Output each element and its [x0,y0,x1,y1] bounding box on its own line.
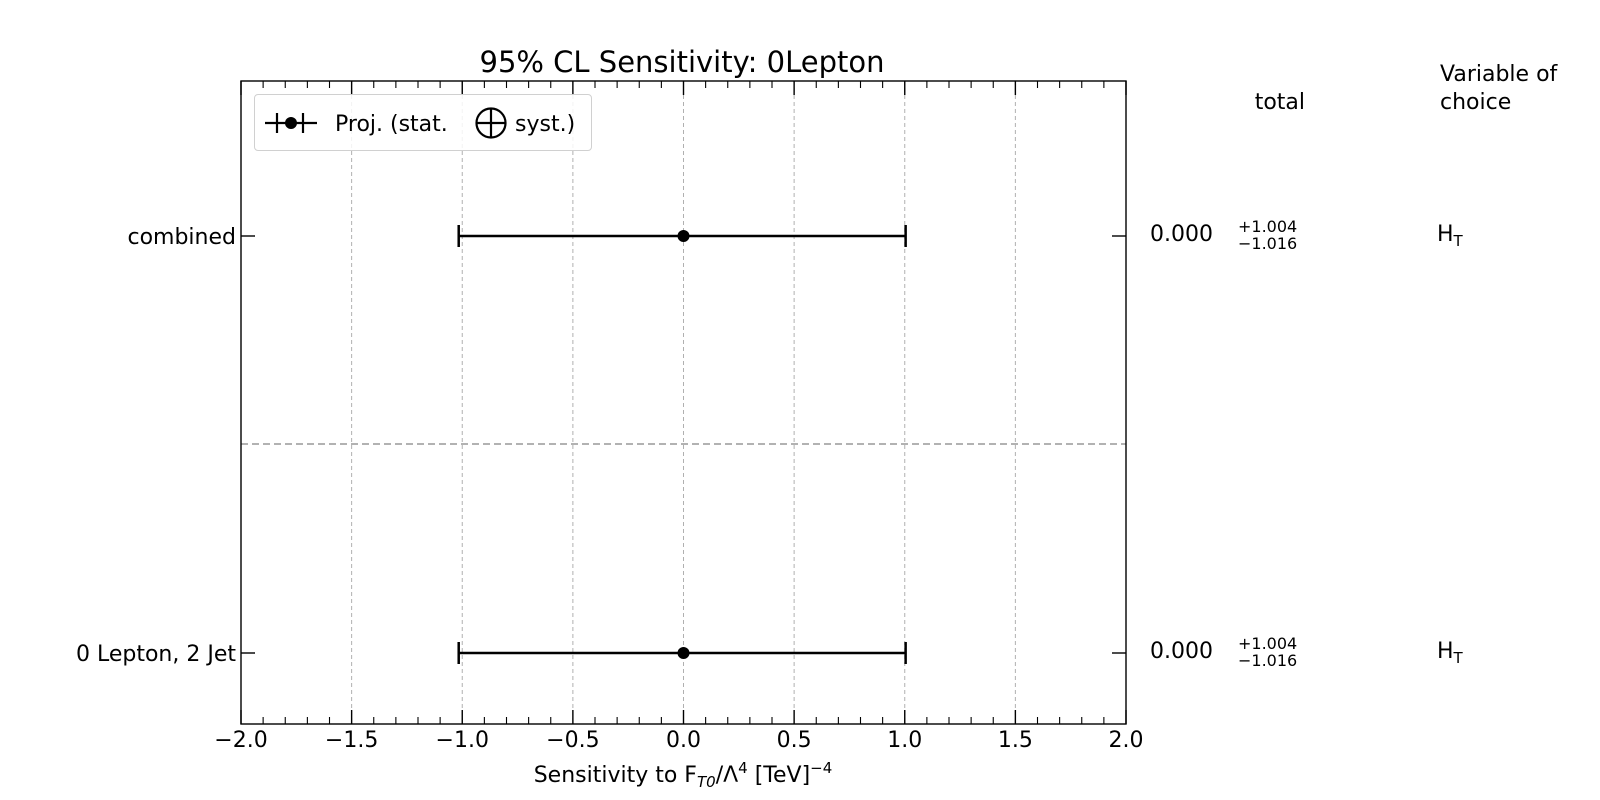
row-ticks [241,235,1126,654]
variable-0lepton-2jet: HT [1437,639,1464,667]
legend-label-stat: Proj. (stat. [335,112,448,137]
x-tick-labels: −2.0 −1.5 −1.0 −0.5 0.0 0.5 1.0 1.5 2.0 [214,728,1143,753]
legend-label-syst: syst.) [515,112,575,137]
minor-ticks [262,81,1105,724]
column-header-total: total [1255,90,1305,115]
x-tick-label: 1.0 [887,728,922,753]
central-value-point [677,230,690,242]
x-tick-label: −1.5 [325,728,378,753]
plot-frame [240,80,1127,725]
total-minus-0lepton-2jet: −1.016 [1238,651,1297,670]
column-header-variable-line1: Variable of [1440,62,1559,87]
x-tick-label: −1.0 [436,728,489,753]
total-plus-combined: +1.004 [1238,217,1297,236]
x-tick-label: 2.0 [1109,728,1144,753]
legend: Proj. (stat. syst.) [254,94,592,151]
column-header-variable-line2: choice [1440,90,1511,115]
category-label-0lepton-2jet: 0 Lepton, 2 Jet [76,642,236,667]
error-bars [457,225,907,664]
oplus-icon [475,107,507,139]
central-value-point [677,647,690,659]
x-tick-label: 0.0 [666,728,701,753]
total-value-combined: 0.000 [1150,222,1213,247]
x-tick-label: −2.0 [214,728,267,753]
x-axis-label: Sensitivity to FT0/Λ4 [TeV]−4 [534,759,833,791]
variable-combined: HT [1437,222,1464,250]
x-tick-label: 1.5 [998,728,1033,753]
x-tick-label: −0.5 [546,728,599,753]
total-minus-combined: −1.016 [1238,234,1297,253]
x-tick-label: 0.5 [777,728,812,753]
chart-title: 95% CL Sensitivity: 0Lepton [480,45,885,79]
legend-errorbar-marker [265,113,317,133]
total-plus-0lepton-2jet: +1.004 [1238,634,1297,653]
total-value-0lepton-2jet: 0.000 [1150,639,1213,664]
category-label-combined: combined [127,225,236,250]
grid-lines [351,81,1016,724]
